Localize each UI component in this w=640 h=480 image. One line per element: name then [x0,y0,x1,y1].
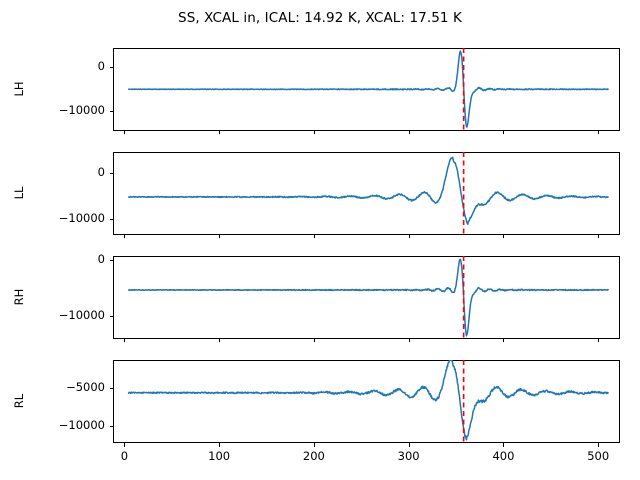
ytick-mark [109,260,113,261]
xtick-mark [124,131,125,134]
ytick-mark [109,67,113,68]
ytick-label: −10000 [58,307,105,322]
xtick-mark [409,339,410,342]
ytick-mark [109,426,113,427]
xtick-mark [124,443,125,447]
ytick-mark [109,219,113,220]
xtick-mark [124,235,125,238]
xtick-mark [314,235,315,238]
xtick-mark [598,131,599,134]
waveform-line-rl [127,360,609,441]
axes-frame [113,256,620,339]
xtick-mark [598,235,599,238]
ytick-label: 0 [97,58,105,73]
xtick-mark [409,235,410,238]
xtick-label: 500 [587,449,610,463]
xtick-mark [314,131,315,134]
ytick-mark [109,111,113,112]
axes-frame [113,152,620,235]
ytick-label: 0 [97,165,105,180]
ytick-label: −5000 [66,380,105,395]
xtick-label: 100 [208,449,231,463]
xtick-mark [598,339,599,342]
xtick-label: 400 [492,449,515,463]
subplot-lh [113,48,620,131]
waveform-line-ll [127,156,610,226]
xtick-mark [409,443,410,447]
xtick-mark [503,339,504,342]
axes-frame [113,360,620,443]
ytick-mark [109,388,113,389]
xtick-mark [503,235,504,238]
xtick-label: 300 [397,449,420,463]
xtick-mark [598,443,599,447]
xtick-mark [219,235,220,238]
waveform-line-lh [127,50,609,128]
axes-frame [113,48,620,131]
figure-title: SS, XCAL in, ICAL: 14.92 K, XCAL: 17.51 … [178,10,462,26]
ytick-label: −10000 [58,418,105,433]
ytick-mark [109,173,113,174]
xtick-mark [219,443,220,447]
ytick-label: −10000 [58,210,105,225]
xtick-mark [503,131,504,134]
xtick-mark [503,443,504,447]
xtick-mark [314,443,315,447]
ytick-mark [109,316,113,317]
xtick-mark [409,131,410,134]
xtick-mark [219,131,220,134]
waveform-line-rh [127,258,610,337]
subplot-rl [113,360,620,443]
ytick-label: −10000 [58,103,105,118]
xtick-mark [219,339,220,342]
subplot-ll [113,152,620,235]
subplot-rh [113,256,620,339]
xtick-label: 200 [302,449,325,463]
ytick-label: 0 [97,251,105,266]
xtick-label: 0 [120,449,129,463]
xtick-mark [124,339,125,342]
xtick-mark [314,339,315,342]
